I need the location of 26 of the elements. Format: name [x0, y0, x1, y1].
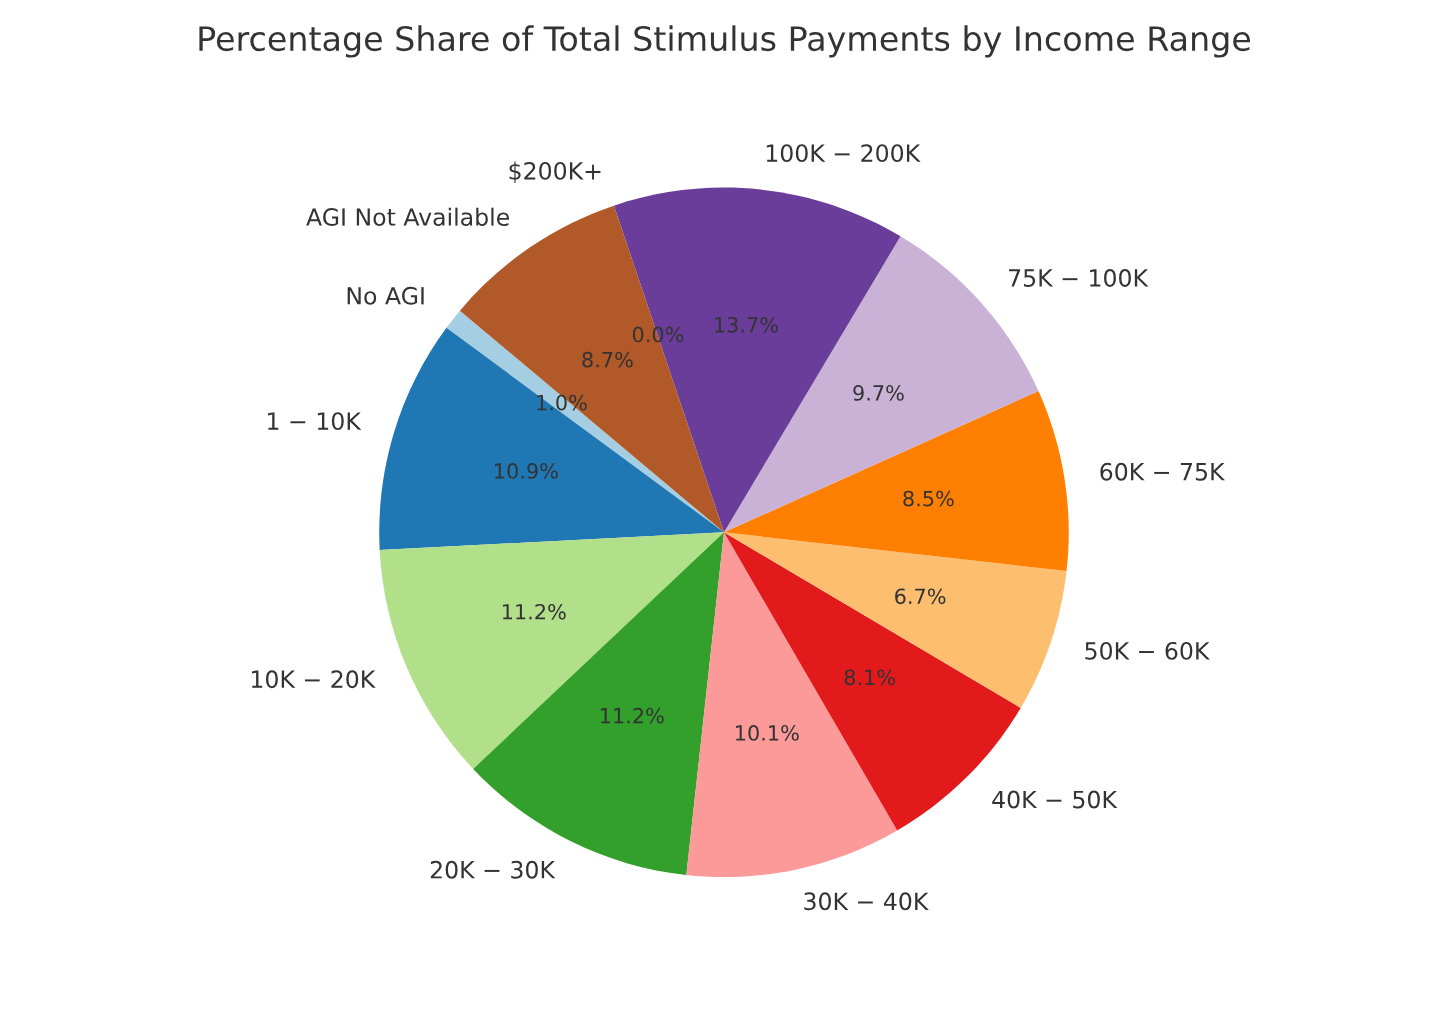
slice-label: 20K − 30K — [430, 860, 556, 879]
data-label: 1.0% — [537, 394, 587, 411]
data-label: 9.7% — [853, 385, 904, 401]
slice-label: 60K − 75K — [1100, 462, 1226, 481]
slice-label: 50K − 60K — [1085, 641, 1210, 660]
slice-label: 10K − 20K — [251, 670, 376, 689]
slice-label: No AGI — [347, 286, 424, 305]
data-label: 11.2% — [502, 603, 566, 620]
slice-label: 100K − 200K — [766, 144, 921, 163]
chart-title: Percentage Share of Total Stimulus Payments by Income Range — [199, 25, 1251, 58]
data-label: 10.1% — [736, 725, 799, 741]
data-label: 13.7% — [715, 316, 778, 333]
data-label: 8.1% — [844, 669, 895, 686]
pie-slice — [379, 532, 724, 769]
data-label: 6.7% — [895, 588, 946, 605]
pie-slice — [724, 532, 1067, 708]
slice-label: 30K − 40K — [804, 892, 929, 911]
slice-label: AGI Not Available — [306, 207, 509, 226]
data-label: 8.5% — [903, 490, 954, 507]
slice-label: 1 − 10K — [268, 412, 362, 431]
slice-label: 75K − 100K — [1009, 269, 1149, 287]
data-label: 8.7% — [582, 351, 633, 368]
data-label: 11.2% — [600, 707, 664, 724]
slice-label: 40K − 50K — [992, 790, 1118, 809]
data-label: 10.9% — [495, 463, 558, 479]
category-label: $200K+ — [509, 161, 601, 183]
